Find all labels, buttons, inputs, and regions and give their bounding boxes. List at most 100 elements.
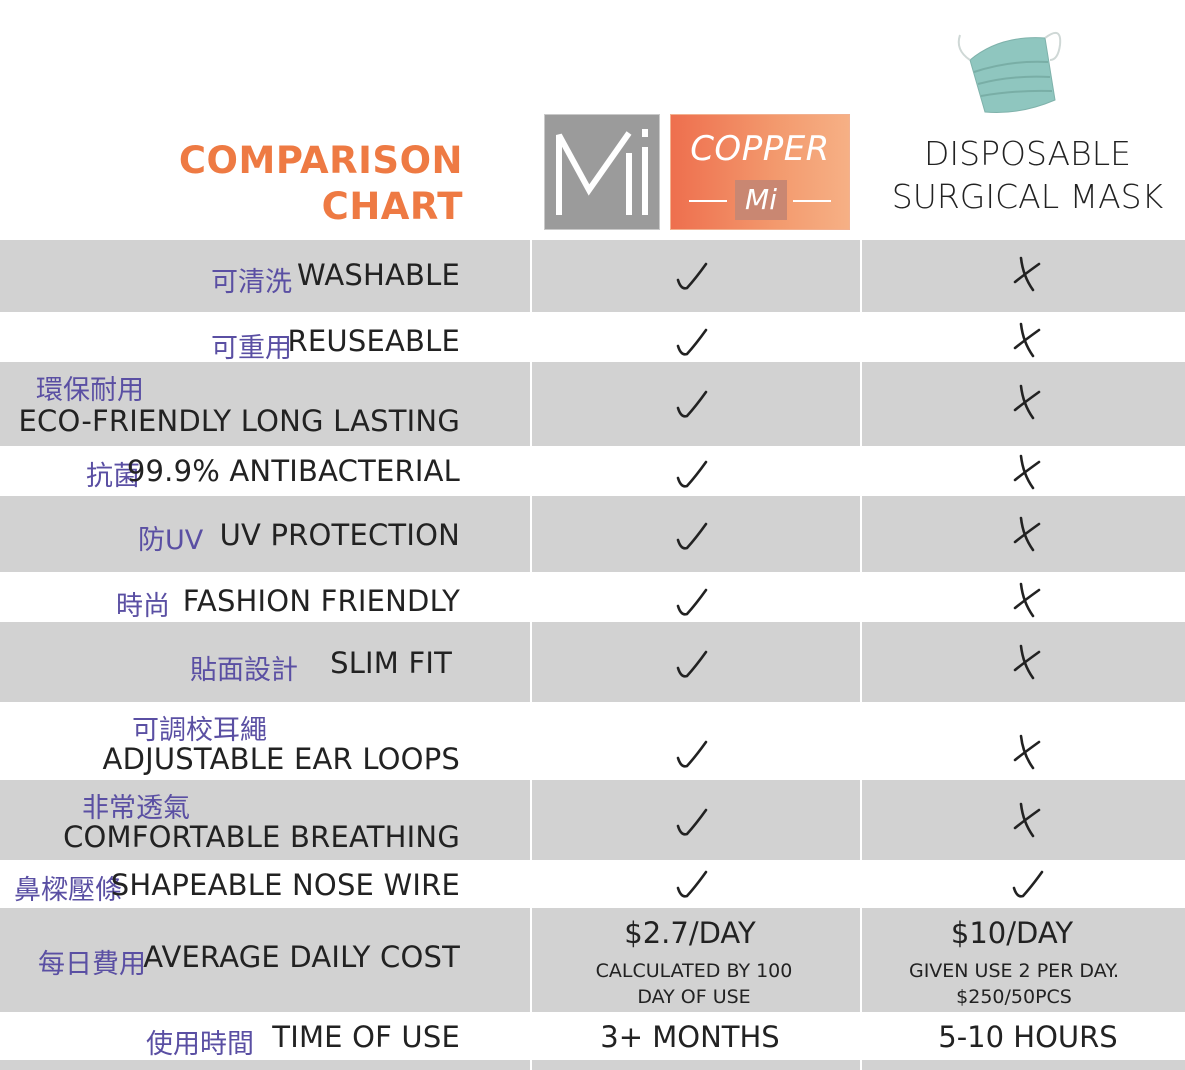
check-icon <box>672 454 712 494</box>
surgical-cost-note-line-2: $250/50PCS <box>956 986 1072 1008</box>
label-english: SHAPEABLE NOSE WIRE <box>110 868 460 902</box>
row-adjustable-ear-loops: 可調校耳繩 ADJUSTABLE EAR LOOPS <box>0 702 1185 780</box>
row-label: 可重用 REUSEABLE <box>0 312 460 364</box>
col-head-line-1: DISPOSABLE <box>924 134 1131 173</box>
column-divider <box>860 240 862 312</box>
column-divider <box>860 1060 862 1070</box>
surgical-daily-cost: $10/DAY <box>950 916 1074 950</box>
column-divider <box>860 622 862 702</box>
cross-icon <box>1007 382 1047 422</box>
label-english: FASHION FRIENDLY <box>182 584 460 618</box>
label-chinese: 環保耐用 <box>36 375 144 406</box>
row-eco-friendly: 環保耐用 ECO-FRIENDLY LONG LASTING <box>0 362 1185 446</box>
copper-cost-note: CALCULATED BY 100 DAY OF USE <box>544 958 844 1010</box>
label-english: ADJUSTABLE EAR LOOPS <box>102 742 460 776</box>
row-label: 防UV UV PROTECTION <box>0 496 460 572</box>
column-divider <box>860 362 862 446</box>
surgical-cost-note: GIVEN USE 2 PER DAY. $250/50PCS <box>864 958 1164 1010</box>
check-icon <box>672 384 712 424</box>
row-antibacterial: 抗菌 99.9% ANTIBACTERIAL <box>0 446 1185 496</box>
row-label: 貼面設計 SLIM FIT <box>0 622 460 702</box>
row-label: 鼻樑壓條 SHAPEABLE NOSE WIRE <box>0 860 460 908</box>
cross-icon <box>1007 642 1047 682</box>
column-divider <box>530 622 532 702</box>
surgical-mask-column-header: DISPOSABLE SURGICAL MASK <box>870 132 1185 218</box>
chart-header: COMPARISON CHART COPPER Mi DISPOSABLE SU… <box>0 0 1185 240</box>
label-english: 99.9% ANTIBACTERIAL <box>126 454 460 488</box>
label-chinese: 每日費用 <box>38 949 146 980</box>
row-average-daily-cost: 每日費用 AVERAGE DAILY COST $2.7/DAY CALCULA… <box>0 908 1185 1012</box>
copper-logo-word: COPPER <box>690 129 830 169</box>
surgical-mask-image <box>957 31 1062 113</box>
row-label: 可調校耳繩 ADJUSTABLE EAR LOOPS <box>0 702 460 780</box>
label-english: SLIM FIT <box>330 646 452 680</box>
row-reuseable: 可重用 REUSEABLE <box>0 312 1185 364</box>
col-head-line-2: SURGICAL MASK <box>891 177 1164 216</box>
label-chinese: 抗菌 <box>86 461 140 492</box>
row-shapeable-nose-wire: 鼻樑壓條 SHAPEABLE NOSE WIRE <box>0 860 1185 908</box>
copper-cost-note-line-2: DAY OF USE <box>637 986 751 1008</box>
cross-icon <box>1007 254 1047 294</box>
row-label: 抗菌 99.9% ANTIBACTERIAL <box>0 446 460 496</box>
copper-logo-rule-right <box>793 200 831 202</box>
row-time-of-use: 使用時間 TIME OF USE 3+ MONTHS 5-10 HOURS <box>0 1012 1185 1060</box>
copper-logo-rule-left <box>689 200 727 202</box>
row-footer-strip <box>0 1060 1185 1070</box>
label-chinese: 鼻樑壓條 <box>14 875 122 906</box>
label-chinese: 可重用 <box>211 333 292 364</box>
cross-icon <box>1007 800 1047 840</box>
check-icon <box>672 322 712 362</box>
mi-logo <box>544 114 660 230</box>
copper-daily-cost: $2.7/DAY <box>624 916 756 950</box>
label-english: WASHABLE <box>297 258 460 292</box>
copper-time-of-use: 3+ MONTHS <box>600 1020 780 1054</box>
mi-logo-mark-icon <box>556 129 648 215</box>
row-label: 非常透氣 COMFORTABLE BREATHING <box>0 780 460 860</box>
row-label: 時尚 FASHION FRIENDLY <box>0 572 460 622</box>
label-chinese: 可調校耳繩 <box>132 715 267 746</box>
column-divider <box>530 496 532 572</box>
label-chinese: 非常透氣 <box>82 793 190 824</box>
check-icon <box>672 516 712 556</box>
label-chinese: 時尚 <box>116 591 170 622</box>
chart-title: COMPARISON CHART <box>179 138 463 230</box>
copper-cost-note-line-1: CALCULATED BY 100 <box>595 960 793 982</box>
label-chinese: 貼面設計 <box>190 655 298 686</box>
check-icon <box>672 582 712 622</box>
row-uv-protection: 防UV UV PROTECTION <box>0 496 1185 572</box>
title-line-2: CHART <box>321 185 463 228</box>
label-chinese: 可清洗 <box>211 267 292 298</box>
label-chinese: 防UV <box>138 525 204 556</box>
row-fashion-friendly: 時尚 FASHION FRIENDLY <box>0 572 1185 622</box>
label-english: AVERAGE DAILY COST <box>143 940 460 974</box>
title-line-1: COMPARISON <box>178 139 463 182</box>
cross-icon <box>1007 732 1047 772</box>
label-english: REUSEABLE <box>287 324 460 358</box>
surgical-time-of-use: 5-10 HOURS <box>938 1020 1118 1054</box>
cross-icon <box>1007 580 1047 620</box>
row-label: 使用時間 TIME OF USE <box>0 1012 460 1060</box>
copper-logo-mi-badge: Mi <box>735 180 787 220</box>
row-slim-fit: 貼面設計 SLIM FIT <box>0 622 1185 702</box>
row-label: 可清洗 WASHABLE <box>0 240 460 312</box>
column-divider <box>530 780 532 860</box>
column-divider <box>530 362 532 446</box>
column-divider <box>530 1060 532 1070</box>
label-chinese: 使用時間 <box>146 1029 254 1060</box>
cross-icon <box>1007 514 1047 554</box>
label-english: ECO-FRIENDLY LONG LASTING <box>18 404 460 438</box>
row-comfortable-breathing: 非常透氣 COMFORTABLE BREATHING <box>0 780 1185 860</box>
check-icon <box>672 256 712 296</box>
surgical-cost-note-line-1: GIVEN USE 2 PER DAY. <box>908 960 1120 982</box>
column-divider <box>860 780 862 860</box>
row-washable: 可清洗 WASHABLE <box>0 240 1185 312</box>
column-divider <box>530 240 532 312</box>
column-divider <box>530 908 532 1012</box>
cross-icon <box>1007 452 1047 492</box>
label-english: TIME OF USE <box>272 1020 460 1054</box>
column-divider <box>860 908 862 1012</box>
check-icon <box>672 802 712 842</box>
label-english: COMFORTABLE BREATHING <box>63 820 460 854</box>
check-icon <box>672 734 712 774</box>
check-icon <box>1008 864 1048 904</box>
